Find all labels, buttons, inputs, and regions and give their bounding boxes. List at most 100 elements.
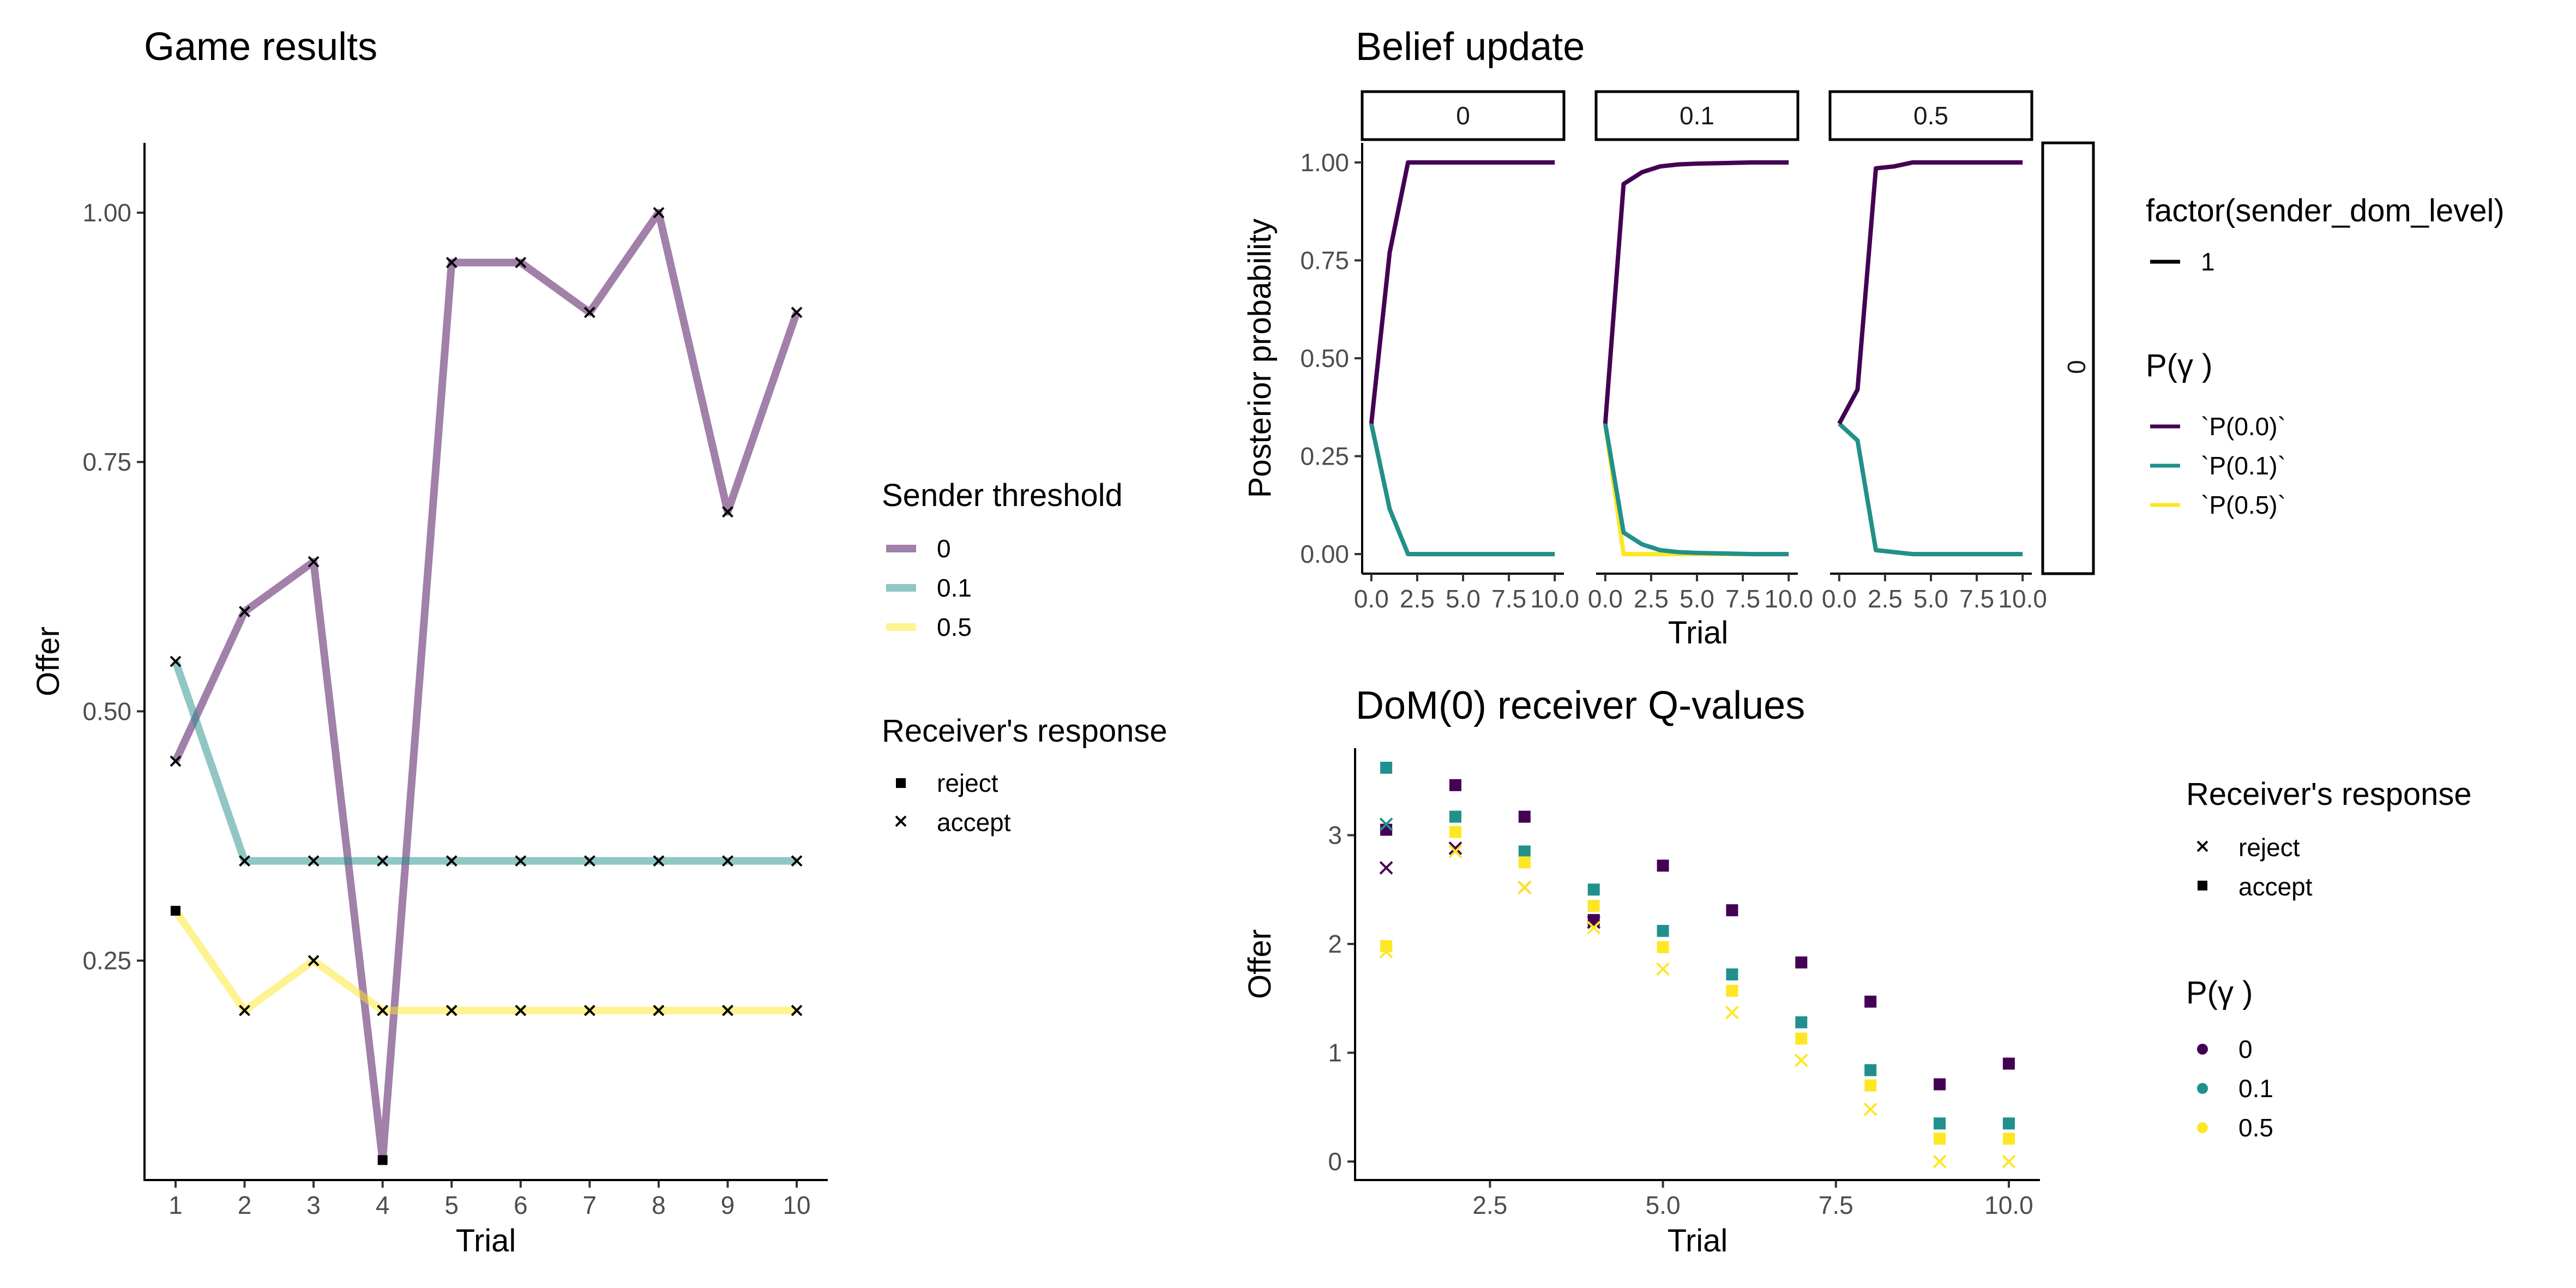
q-values-title: DoM(0) receiver Q-values <box>1356 684 1805 727</box>
legend-label-threshold-0.1: 0.1 <box>937 574 972 602</box>
game-results-point-accept <box>722 855 733 867</box>
game-results-x-tick-label: 7 <box>583 1191 597 1219</box>
facet-x-tick-label: 10.0 <box>1764 585 1813 613</box>
facet-x-tick-label: 7.5 <box>1959 585 1994 613</box>
q-values-y-tick-label: 3 <box>1328 821 1342 850</box>
q-point-accept-0.1 <box>1795 1016 1808 1028</box>
q-point-reject-0.5 <box>1379 944 1393 959</box>
q-point-accept-0.5 <box>1726 984 1738 997</box>
game-results-x-tick-label: 5 <box>444 1191 459 1219</box>
q-point-accept-0.5 <box>1934 1133 1946 1145</box>
q-values-y-tick-label: 2 <box>1328 930 1342 958</box>
q-point-accept-0 <box>1726 904 1738 917</box>
game-results-lines <box>172 209 801 1164</box>
legend-label-dom-level-1: 1 <box>2201 248 2215 276</box>
game-results-point-accept <box>308 855 320 867</box>
game-results-series-0 <box>172 209 801 1164</box>
game-results-x-tick-label: 4 <box>376 1191 390 1219</box>
row-strip-box <box>2041 141 2095 575</box>
q-point-accept-0 <box>1657 859 1669 872</box>
q-point-accept-0.5 <box>2002 1133 2015 1145</box>
q-point-accept-0 <box>1934 1078 1946 1091</box>
q-values-legend: Receiver's response reject accept P(γ ) … <box>2186 777 2472 1142</box>
q-point-accept-0 <box>2002 1057 2015 1070</box>
game-results-xlabel: Trial <box>456 1223 516 1259</box>
q-values-ticks: 2.5 5.0 7.5 10.0 0 1 2 3 <box>1328 821 2033 1219</box>
game-results-point-accept <box>653 207 665 219</box>
q-point-reject-0.1 <box>1379 817 1393 832</box>
game-results-ylabel: Offer <box>31 627 66 696</box>
game-results-legend: Sender threshold 0 0.1 0.5 Receiver's re… <box>882 478 1167 836</box>
game-results-point-reject <box>170 906 180 916</box>
game-results-x-tick-label: 8 <box>652 1191 666 1219</box>
legend-label-threshold-0: 0 <box>937 534 951 563</box>
game-results-point-accept <box>239 855 250 867</box>
q-point-reject-0.5 <box>1933 1154 1947 1169</box>
legend-title-q-response: Receiver's response <box>2186 777 2472 812</box>
facet-strip-box <box>1594 90 1799 141</box>
q-point-reject-0.5 <box>1863 1102 1877 1116</box>
facet-x-tick-label: 5.0 <box>1913 585 1948 613</box>
q-point-reject-0.5 <box>1448 845 1462 858</box>
game-results-point-accept <box>515 257 527 268</box>
belief-update-facets: 00.0 2.5 5.0 7.5 10.00.10.0 2.5 5.0 7.5 10.00.50… <box>1354 90 2047 613</box>
belief-line-P(0.0) <box>1837 160 2023 425</box>
game-results-series-0.1 <box>172 660 797 865</box>
q-values-points <box>1379 761 2016 1169</box>
legend-key-q-0.5 <box>2197 1122 2208 1133</box>
legend-label-p05: `P(0.5)` <box>2201 491 2286 519</box>
legend-key-q-0 <box>2197 1044 2208 1055</box>
q-point-accept-0.1 <box>2002 1117 2015 1130</box>
game-results-point-accept <box>722 1004 733 1016</box>
legend-key-q-accept <box>2198 881 2207 890</box>
row-strip-label: 0 <box>2062 360 2091 374</box>
legend-label-reject: reject <box>937 769 998 797</box>
belief-facet-0.5: 0.5 0.0 2.5 5.0 7.5 10.0 <box>1822 90 2047 613</box>
legend-label-q-0.5: 0.5 <box>2238 1114 2273 1142</box>
game-results-point-accept <box>515 1004 527 1016</box>
game-results-chart: Game results 1 2 3 4 5 6 7 8 9 100.250.500.751.00… <box>31 25 1167 1259</box>
legend-label-p00: `P(0.0)` <box>2201 412 2286 441</box>
q-point-accept-0.1 <box>1657 925 1669 937</box>
belief-update-xlabel: Trial <box>1668 615 1729 651</box>
belief-line-P(0.1) <box>1603 423 1789 557</box>
q-values-x-tick-label: 10.0 <box>1984 1191 2033 1219</box>
legend-title-sender-dom-level: factor(sender_dom_level) <box>2146 193 2505 228</box>
facet-x-tick-label: 7.5 <box>1725 585 1760 613</box>
game-results-ticks: 1 2 3 4 5 6 7 8 9 10 0.25 0.50 0.75 1.00 <box>82 198 810 1219</box>
belief-update-legend: factor(sender_dom_level) 1 P(γ ) `P(0.0)… <box>2146 193 2505 519</box>
facet-x-tick-label: 2.5 <box>1868 585 1903 613</box>
facet-x-tick-label: 10.0 <box>1530 585 1579 613</box>
game-results-point-accept <box>377 855 389 867</box>
game-results-point-accept <box>239 606 250 617</box>
legend-label-q-0: 0 <box>2238 1035 2253 1063</box>
game-results-point-accept <box>653 855 665 867</box>
game-results-y-tick-label: 1.00 <box>82 198 131 227</box>
game-results-point-accept <box>170 655 182 667</box>
game-results-x-tick-label: 10 <box>783 1191 810 1219</box>
facet-x-tick-label: 7.5 <box>1491 585 1526 613</box>
q-values-y-tick-label: 0 <box>1328 1147 1342 1176</box>
q-point-accept-0 <box>1864 995 1877 1008</box>
legend-title-p-gamma-points: P(γ ) <box>2186 975 2253 1010</box>
belief-line-P(0.1) <box>1838 422 2023 557</box>
legend-label-q-0.1: 0.1 <box>2238 1074 2273 1103</box>
game-results-point-accept <box>583 855 595 867</box>
q-values-x-tick-label: 5.0 <box>1646 1191 1681 1219</box>
q-point-accept-0 <box>1518 810 1531 823</box>
game-results-point-accept <box>446 855 458 867</box>
game-results-point-accept <box>446 1004 458 1016</box>
facet-strip-label: 0.5 <box>1913 101 1948 130</box>
game-results-points <box>170 207 803 1165</box>
facet-x-tick-label: 5.0 <box>1446 585 1480 613</box>
game-results-y-tick-label: 0.50 <box>82 697 131 725</box>
q-point-accept-0.1 <box>1726 968 1738 980</box>
belief-update-ylabel: Posterior probability <box>1242 219 1278 498</box>
q-values-xlabel: Trial <box>1668 1223 1728 1259</box>
q-point-accept-0.5 <box>1657 941 1669 954</box>
q-point-reject-0.5 <box>1518 880 1532 894</box>
q-point-reject-0 <box>1448 841 1462 855</box>
game-results-point-reject <box>377 1155 388 1165</box>
legend-key-accept <box>895 815 907 827</box>
